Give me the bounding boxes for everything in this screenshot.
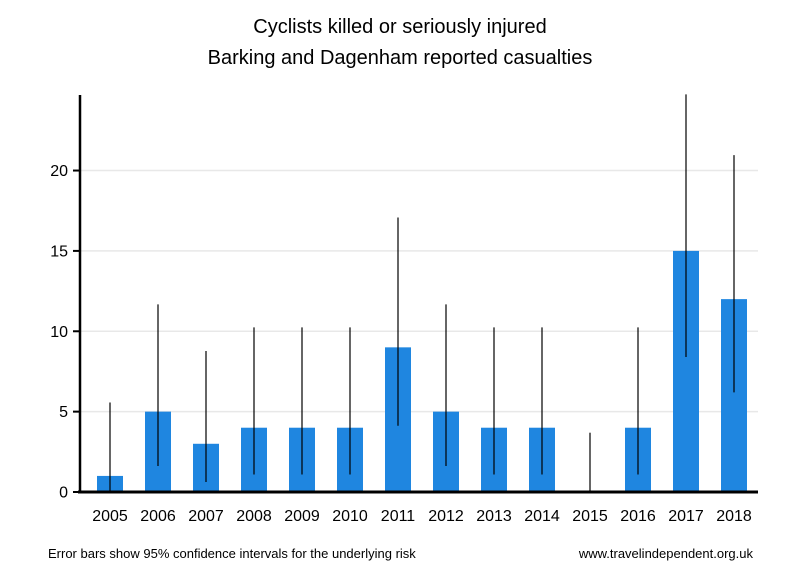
y-tick-label-20: 20 <box>50 163 68 180</box>
x-tick-label-2013: 2013 <box>476 508 512 525</box>
x-tick-label-2018: 2018 <box>716 508 752 525</box>
x-tick-label-2017: 2017 <box>668 508 704 525</box>
y-tick-label-15: 15 <box>50 243 68 260</box>
x-tick-label-2007: 2007 <box>188 508 224 525</box>
x-tick-label-2011: 2011 <box>381 508 416 525</box>
x-tick-label-2009: 2009 <box>284 508 320 525</box>
chart-title-line2: Barking and Dagenham reported casualties <box>207 47 593 69</box>
y-tick-label-0: 0 <box>59 485 68 502</box>
x-tick-label-2008: 2008 <box>236 508 272 525</box>
chart-title-block: Cyclists killed or seriously injured Bar… <box>0 12 800 74</box>
y-tick-label-10: 10 <box>50 324 68 341</box>
x-tick-label-2010: 2010 <box>332 508 368 525</box>
x-tick-label-2015: 2015 <box>572 508 608 525</box>
chart-title-line1: Cyclists killed or seriously injured <box>253 16 547 38</box>
y-tick-label-5: 5 <box>59 404 68 421</box>
website-text: www.travelindependent.org.uk <box>578 546 753 561</box>
x-tick-label-2014: 2014 <box>524 508 560 525</box>
error-bar-note: Error bars show 95% confidence intervals… <box>48 546 416 561</box>
x-tick-label-2012: 2012 <box>428 508 464 525</box>
x-tick-label-2016: 2016 <box>620 508 656 525</box>
x-tick-label-2005: 2005 <box>92 508 128 525</box>
x-tick-label-2006: 2006 <box>140 508 176 525</box>
